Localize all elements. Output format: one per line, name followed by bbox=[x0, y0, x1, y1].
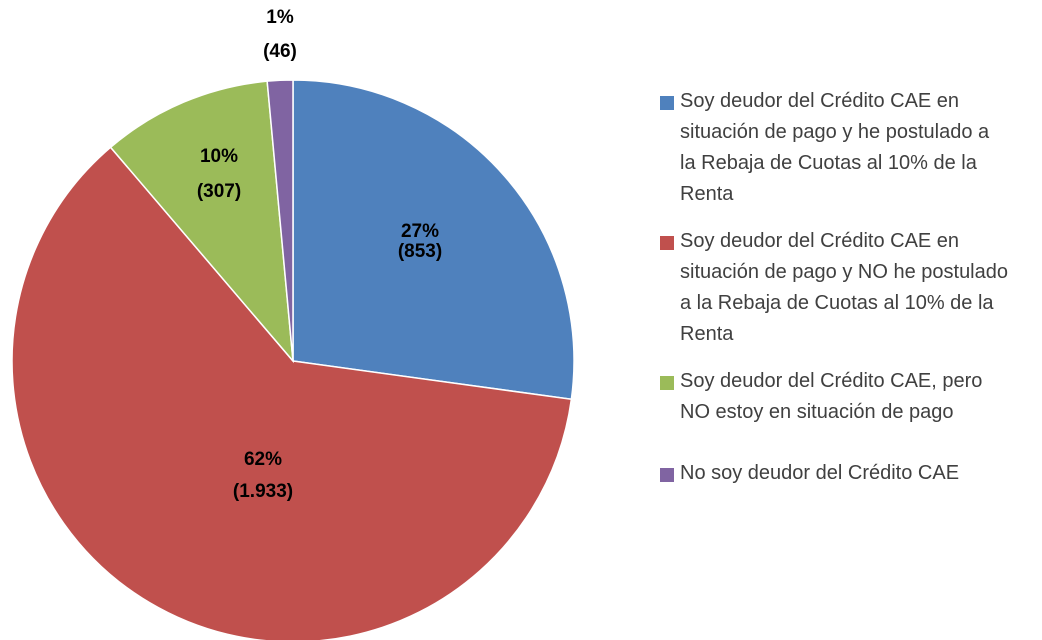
legend-label: Soy deudor del Crédito CAE en situación … bbox=[680, 230, 1008, 345]
legend-item: Soy deudor del Crédito CAE en situación … bbox=[660, 226, 1010, 350]
chart: 27%(853) 62% (1.933) 10% (307) 1% (46) bbox=[11, 7, 575, 640]
legend-swatch bbox=[660, 236, 674, 250]
value-label: (853) bbox=[398, 241, 442, 262]
pie-slice bbox=[109, 80, 294, 364]
value-label: (1.933) bbox=[233, 481, 293, 502]
legend-label: Soy deudor del Crédito CAE en situación … bbox=[680, 90, 990, 205]
pie-slice bbox=[266, 79, 294, 362]
percent-label: 62% bbox=[244, 449, 282, 470]
pie-slice bbox=[292, 79, 575, 401]
pie-slice bbox=[11, 146, 573, 640]
legend-swatch bbox=[660, 96, 674, 110]
legend: Soy deudor del Crédito CAE en situación … bbox=[660, 86, 1010, 505]
legend-item: Soy deudor del Crédito CAE en situación … bbox=[660, 86, 1010, 210]
value-label: (46) bbox=[263, 41, 297, 62]
legend-item: No soy deudor del Crédito CAE bbox=[660, 458, 1010, 489]
legend-swatch bbox=[660, 376, 674, 390]
percent-label: 10% bbox=[200, 146, 238, 167]
legend-swatch bbox=[660, 468, 674, 482]
percent-label: 1% bbox=[266, 7, 294, 28]
percent-label: 27% bbox=[401, 221, 439, 242]
legend-item: Soy deudor del Crédito CAE, pero NO esto… bbox=[660, 366, 1010, 428]
legend-label: No soy deudor del Crédito CAE bbox=[680, 462, 960, 484]
value-label: (307) bbox=[197, 181, 241, 202]
legend-label: Soy deudor del Crédito CAE, pero NO esto… bbox=[680, 370, 983, 423]
